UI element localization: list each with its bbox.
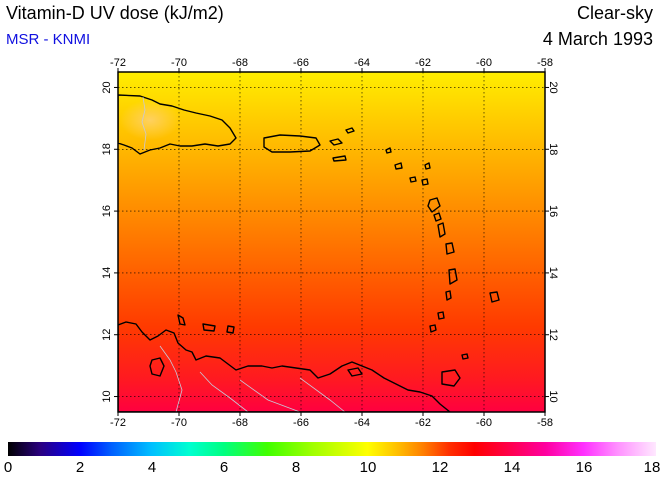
lon-label-top: -60 xyxy=(476,57,492,69)
map-title: Vitamin-D UV dose (kJ/m2) xyxy=(6,3,224,23)
lat-label-left: 14 xyxy=(101,267,113,279)
lon-label-top: -68 xyxy=(232,57,248,69)
maracaibo-lake xyxy=(149,357,165,377)
colorbar-label: 6 xyxy=(219,459,229,476)
lat-label-right: 14 xyxy=(547,267,559,279)
map-frame xyxy=(117,71,546,413)
coastlines xyxy=(118,94,500,412)
date-label: 4 March 1993 xyxy=(542,29,653,49)
lon-label-bottom: -58 xyxy=(537,417,553,429)
colorbar-label: 16 xyxy=(575,459,593,476)
colorbar-label: 12 xyxy=(431,459,449,476)
colorbar xyxy=(8,442,656,456)
axis-ticks: -72 -72 -70 -70 -68 -68 -66 -66 -64 -64 -62 -62 -60 -… xyxy=(101,57,559,429)
trinidad-coast xyxy=(441,369,461,387)
colorbar-label: 8 xyxy=(291,459,301,476)
uv-field xyxy=(118,72,545,412)
colorbar-label: 18 xyxy=(643,459,661,476)
margarita-island xyxy=(347,367,363,377)
lon-label-bottom: -62 xyxy=(415,417,431,429)
lesser-antilles xyxy=(385,147,500,333)
aruba-curacao-bonaire xyxy=(177,314,235,334)
colombia-venezuela-border xyxy=(159,345,183,412)
colorbar-label: 4 xyxy=(147,459,157,476)
lon-label-bottom: -64 xyxy=(354,417,370,429)
lon-label-top: -58 xyxy=(537,57,553,69)
lat-label-left: 18 xyxy=(101,143,113,155)
lon-label-bottom: -70 xyxy=(171,417,187,429)
lon-label-bottom: -72 xyxy=(110,417,126,429)
south-america-coast xyxy=(118,321,451,412)
graticule xyxy=(118,72,545,412)
lat-label-left: 16 xyxy=(101,205,113,217)
lon-label-bottom: -60 xyxy=(476,417,492,429)
colorbar-label: 10 xyxy=(359,459,377,476)
lat-label-right: 10 xyxy=(547,390,559,402)
lon-label-top: -64 xyxy=(354,57,370,69)
lon-label-top: -66 xyxy=(293,57,309,69)
lat-label-left: 10 xyxy=(101,390,113,402)
lon-label-top: -72 xyxy=(110,57,126,69)
lat-label-left: 12 xyxy=(101,329,113,341)
virgin-islands xyxy=(329,127,355,162)
lat-label-left: 20 xyxy=(101,81,113,93)
venezuela-states xyxy=(199,371,346,412)
lon-label-top: -70 xyxy=(171,57,187,69)
lon-label-bottom: -68 xyxy=(232,417,248,429)
colorbar-label: 2 xyxy=(75,459,85,476)
lon-label-bottom: -66 xyxy=(293,417,309,429)
lon-label-top: -62 xyxy=(415,57,431,69)
lat-label-right: 12 xyxy=(547,329,559,341)
lat-label-right: 16 xyxy=(547,205,559,217)
colorbar-label: 0 xyxy=(3,459,13,476)
credit-label: MSR - KNMI xyxy=(6,31,91,48)
lat-label-right: 18 xyxy=(547,143,559,155)
colorbar-label: 14 xyxy=(503,459,521,476)
haiti-dr-border xyxy=(141,96,147,151)
uv-hotspot xyxy=(120,100,180,140)
lat-label-right: 20 xyxy=(547,81,559,93)
map-figure: -72 -72 -70 -70 -68 -68 -66 -66 -64 -64 -62 -62 -60 -… xyxy=(101,57,559,429)
borders xyxy=(141,96,346,412)
sky-condition-label: Clear-sky xyxy=(576,3,653,23)
tobago xyxy=(461,353,469,360)
puerto-rico-coast xyxy=(263,134,321,153)
hispaniola-coast xyxy=(118,94,237,155)
